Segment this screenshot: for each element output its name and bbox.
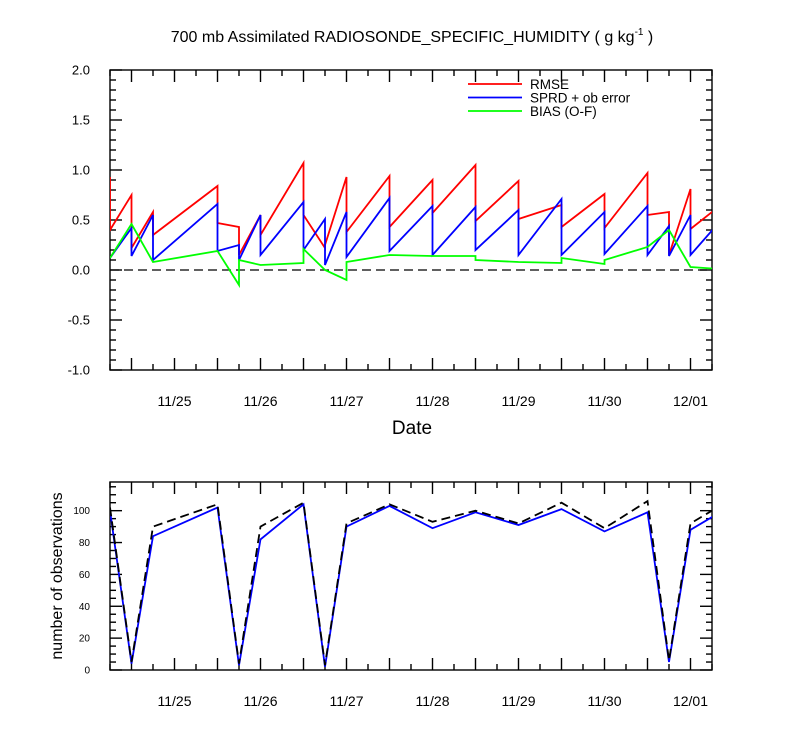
bottom-y-axis: 100 80 60 40 20 0 (73, 486, 712, 677)
chart-title-text: 700 mb Assimilated RADIOSONDE_SPECIFIC_H… (171, 29, 635, 46)
top-x-axis: 11/25 11/26 11/27 11/28 11/29 11/30 12/01 (109, 70, 713, 409)
top-x-tick-label: 11/28 (416, 393, 450, 409)
bottom-y-tick-label: 20 (79, 634, 91, 645)
bottom-plot-panel: 11/25 11/26 11/27 11/28 11/29 11/30 12/01 100 80… (73, 481, 713, 709)
top-x-tick-label: 11/27 (330, 393, 364, 409)
bottom-x-tick-label: 11/26 (244, 693, 278, 709)
top-series-bias-o-f (110, 222, 712, 289)
top-y-tick-label: -1.0 (68, 363, 90, 378)
bottom-x-tick-label: 11/29 (502, 693, 536, 709)
bottom-x-tick-label: 11/25 (158, 693, 192, 709)
top-x-tick-label: 11/26 (244, 393, 278, 409)
top-y-axis: 2.0 1.5 1.0 0.5 0.0 -0.5 -1.0 (68, 63, 712, 378)
chart-title-end: ) (643, 29, 653, 46)
legend-label-sprd-ob-error: SPRD + ob error (530, 91, 631, 106)
top-y-tick-label: 2.0 (72, 63, 90, 78)
top-series-group (110, 159, 712, 289)
bottom-x-tick-label: 12/01 (673, 693, 708, 709)
top-x-tick-label: 12/01 (673, 393, 708, 409)
bottom-series-total (110, 499, 712, 666)
top-series-rmse (110, 159, 712, 256)
bottom-y-axis-label: number of observations (49, 492, 66, 659)
top-y-tick-label: 1.5 (72, 113, 90, 128)
legend-label-bias-o-f: BIAS (O-F) (530, 104, 597, 119)
bottom-series-group (110, 499, 712, 667)
bottom-x-tick-label: 11/30 (588, 693, 622, 709)
bottom-x-tick-label: 11/28 (416, 693, 450, 709)
bottom-y-tick-label: 80 (79, 538, 91, 549)
bottom-y-tick-label: 0 (84, 666, 90, 677)
bottom-y-tick-label: 40 (79, 602, 91, 613)
top-x-tick-label: 11/30 (588, 393, 622, 409)
legend-label-rmse: RMSE (530, 77, 569, 92)
bottom-y-tick-label: 100 (73, 506, 90, 517)
chart-title: 700 mb Assimilated RADIOSONDE_SPECIFIC_H… (171, 27, 654, 46)
bottom-x-axis: 11/25 11/26 11/27 11/28 11/29 11/30 12/01 (109, 482, 713, 709)
top-x-tick-label: 11/25 (158, 393, 192, 409)
top-x-tick-label: 11/29 (502, 393, 536, 409)
top-x-axis-label: Date (392, 418, 432, 439)
top-y-tick-label: -0.5 (68, 313, 90, 328)
top-y-tick-label: 0.0 (72, 263, 90, 278)
top-plot-panel: 11/25 11/26 11/27 11/28 11/29 11/30 12/01 2.0 1.… (68, 63, 713, 409)
bottom-y-tick-label: 60 (79, 570, 91, 581)
bottom-series-observations (110, 502, 712, 667)
top-y-tick-label: 0.5 (72, 213, 90, 228)
top-y-tick-label: 1.0 (72, 163, 90, 178)
bottom-x-tick-label: 11/27 (330, 693, 364, 709)
chart-title-superscript: -1 (635, 27, 644, 38)
